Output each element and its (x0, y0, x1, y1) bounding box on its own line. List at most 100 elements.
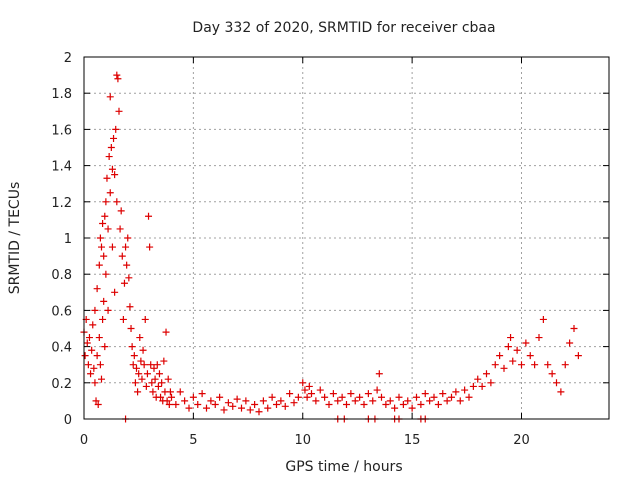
data-point (316, 386, 324, 394)
data-point (141, 315, 149, 323)
x-tick-label: 5 (189, 433, 197, 448)
data-point (99, 315, 107, 323)
data-point (574, 352, 582, 360)
data-point (149, 388, 157, 396)
data-point (507, 334, 515, 342)
data-point (301, 386, 309, 394)
data-point (96, 361, 104, 369)
data-point (111, 171, 119, 179)
data-point (163, 397, 171, 405)
data-point (165, 401, 173, 409)
data-point (111, 288, 119, 296)
data-point (102, 198, 110, 206)
data-point (158, 379, 166, 387)
data-point (343, 401, 350, 409)
data-point (378, 393, 385, 401)
data-point (338, 393, 346, 401)
data-point (351, 397, 359, 405)
data-point (87, 370, 95, 378)
data-point (395, 393, 403, 401)
data-point (117, 207, 125, 215)
data-point (321, 393, 329, 401)
data-point (114, 75, 122, 83)
data-point (146, 243, 154, 251)
data-point (238, 404, 245, 412)
data-point (255, 408, 263, 416)
data-point (90, 364, 98, 372)
y-tick-label: 0.2 (51, 377, 72, 392)
data-point (125, 274, 133, 282)
data-point (281, 402, 289, 410)
plot-frame (83, 56, 610, 420)
data-point (134, 388, 142, 396)
data-point (198, 390, 206, 398)
data-point (268, 393, 276, 401)
data-point (181, 397, 189, 405)
data-point (246, 406, 254, 414)
data-point (115, 107, 123, 115)
data-point (126, 303, 134, 311)
data-point (123, 261, 131, 269)
data-point (224, 399, 232, 407)
x-tick-label: 20 (513, 433, 530, 448)
data-point (129, 361, 137, 369)
y-tick-label: 0.8 (51, 268, 72, 283)
data-point (93, 352, 101, 360)
data-point (94, 401, 102, 409)
data-point (207, 397, 215, 405)
data-point (104, 306, 112, 314)
data-point (461, 386, 469, 394)
data-point (469, 382, 477, 390)
data-point (264, 404, 272, 412)
data-point (101, 212, 109, 220)
data-point (137, 357, 145, 365)
data-point (334, 397, 342, 405)
data-point (347, 390, 355, 398)
data-point (120, 279, 128, 287)
y-tick-label: 0 (64, 413, 72, 428)
data-point (426, 397, 434, 405)
data-point (391, 404, 399, 412)
chart-title: Day 332 of 2020, SRMTID for receiver cba… (192, 20, 495, 36)
data-point (96, 234, 104, 242)
y-axis-label: SRMTID / TECUs (7, 182, 23, 295)
data-point (98, 243, 105, 251)
data-point (443, 397, 451, 405)
data-point (500, 364, 508, 372)
data-point (194, 401, 202, 409)
data-point (101, 343, 109, 351)
data-point (153, 361, 161, 369)
data-point (155, 370, 163, 378)
data-point (548, 370, 556, 378)
data-point (290, 399, 298, 407)
data-point (386, 397, 394, 405)
y-tick-label: 1.4 (51, 160, 72, 175)
data-point (148, 379, 156, 387)
data-point (83, 339, 91, 347)
data-point (557, 388, 565, 396)
data-point (522, 339, 530, 347)
data-point (325, 401, 333, 409)
data-point (162, 328, 170, 336)
data-point (102, 270, 110, 278)
data-point (220, 406, 228, 414)
data-point (154, 382, 162, 390)
data-point (133, 364, 140, 372)
data-point (119, 315, 127, 323)
data-point (434, 401, 442, 409)
data-point (211, 401, 219, 409)
data-point (147, 361, 155, 369)
data-point (242, 397, 250, 405)
data-point (106, 93, 114, 101)
data-point (216, 393, 224, 401)
data-point (203, 404, 210, 412)
data-point (229, 402, 237, 410)
data-point (430, 393, 438, 401)
data-point (98, 375, 105, 383)
data-point (251, 401, 259, 409)
data-point (172, 401, 180, 409)
data-point (277, 397, 285, 405)
y-tick-label: 1 (64, 232, 72, 247)
data-point (107, 144, 115, 151)
